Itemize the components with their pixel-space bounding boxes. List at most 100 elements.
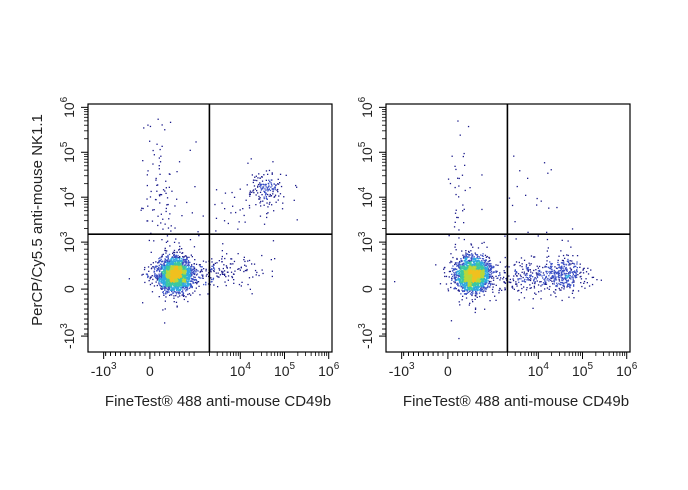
event-dot xyxy=(469,290,471,292)
event-dot xyxy=(173,286,175,288)
event-dot xyxy=(474,252,476,254)
event-dot xyxy=(483,283,485,285)
event-dot xyxy=(148,280,150,282)
event-dot xyxy=(464,282,466,284)
event-dot xyxy=(167,282,169,284)
event-dot xyxy=(145,273,148,275)
event-dot xyxy=(470,265,473,268)
event-dot xyxy=(166,281,169,284)
event-dot xyxy=(259,185,261,188)
event-dot xyxy=(205,282,207,284)
event-dot xyxy=(281,208,284,210)
event-dot xyxy=(459,273,461,275)
event-dot xyxy=(463,262,465,265)
event-dot xyxy=(268,185,270,187)
event-dot xyxy=(224,208,226,210)
event-dot xyxy=(178,242,180,244)
event-dot xyxy=(155,266,157,268)
event-dot xyxy=(166,280,169,282)
event-dot xyxy=(182,275,184,277)
event-dot xyxy=(445,283,448,285)
event-dot xyxy=(176,274,179,276)
event-dot xyxy=(182,263,184,265)
event-dot xyxy=(481,262,483,265)
event-dot xyxy=(480,286,482,288)
event-dot xyxy=(272,193,274,195)
event-dot xyxy=(467,253,469,255)
event-dot xyxy=(152,149,154,152)
event-dot xyxy=(182,266,184,268)
event-dot xyxy=(195,287,197,289)
event-dot xyxy=(488,276,491,279)
event-dot xyxy=(451,279,453,281)
event-dot xyxy=(166,265,168,268)
event-dot xyxy=(277,199,279,201)
event-dot xyxy=(173,275,175,277)
event-dot xyxy=(177,278,179,280)
event-dot xyxy=(235,211,237,214)
event-dot xyxy=(221,202,223,204)
event-dot xyxy=(164,266,167,268)
event-dot xyxy=(269,180,271,183)
event-dot xyxy=(449,262,451,264)
event-dot xyxy=(181,280,183,282)
event-dot xyxy=(461,271,463,273)
event-dot xyxy=(175,271,177,273)
event-dot xyxy=(486,269,488,271)
event-dot xyxy=(183,283,185,285)
event-dot xyxy=(180,268,182,270)
event-dot xyxy=(159,173,161,175)
event-dot xyxy=(183,265,185,268)
event-dot xyxy=(170,287,172,289)
event-dot xyxy=(259,202,261,204)
event-dot xyxy=(469,293,472,295)
event-dot xyxy=(476,278,478,280)
event-dot xyxy=(485,282,487,285)
event-dot xyxy=(159,161,162,163)
event-dot xyxy=(263,204,265,206)
event-dot xyxy=(244,264,246,266)
event-dot xyxy=(172,263,174,265)
event-dot xyxy=(254,179,256,181)
event-dot xyxy=(244,269,247,272)
event-dot xyxy=(187,269,189,272)
event-dot xyxy=(180,274,182,276)
event-dot xyxy=(274,195,276,198)
event-dot xyxy=(473,256,475,258)
event-dot xyxy=(146,220,148,222)
event-dot xyxy=(476,256,478,259)
event-dot xyxy=(175,280,178,282)
event-dot xyxy=(163,282,165,285)
event-dot xyxy=(469,261,471,263)
event-dot xyxy=(166,264,168,267)
event-dot xyxy=(234,270,236,272)
event-dot xyxy=(171,294,173,296)
event-dot xyxy=(224,274,226,276)
event-dot xyxy=(146,184,148,187)
event-dot xyxy=(175,279,177,281)
event-dot xyxy=(156,190,158,192)
event-dot xyxy=(295,184,297,187)
event-dot xyxy=(226,266,228,268)
left-dot-plot: -103 0 104 105 106-1030103104105106FineTest®… xyxy=(29,96,340,410)
event-dot xyxy=(166,262,168,265)
event-dot xyxy=(179,289,181,291)
event-dot xyxy=(162,278,164,280)
event-dot xyxy=(504,272,506,274)
event-dot xyxy=(170,286,173,288)
event-dot xyxy=(194,276,196,278)
event-dot xyxy=(462,256,465,258)
event-dot xyxy=(179,292,181,294)
event-dot xyxy=(175,283,177,285)
event-dot xyxy=(271,172,273,174)
event-dot xyxy=(473,285,475,287)
event-dot xyxy=(485,275,487,277)
event-dot xyxy=(270,186,272,188)
event-dot xyxy=(179,251,181,253)
event-dot xyxy=(181,279,184,281)
event-dot xyxy=(159,275,161,277)
event-dot xyxy=(257,177,259,179)
event-dot xyxy=(462,286,464,289)
event-dot xyxy=(165,192,167,194)
event-dot xyxy=(200,269,202,271)
